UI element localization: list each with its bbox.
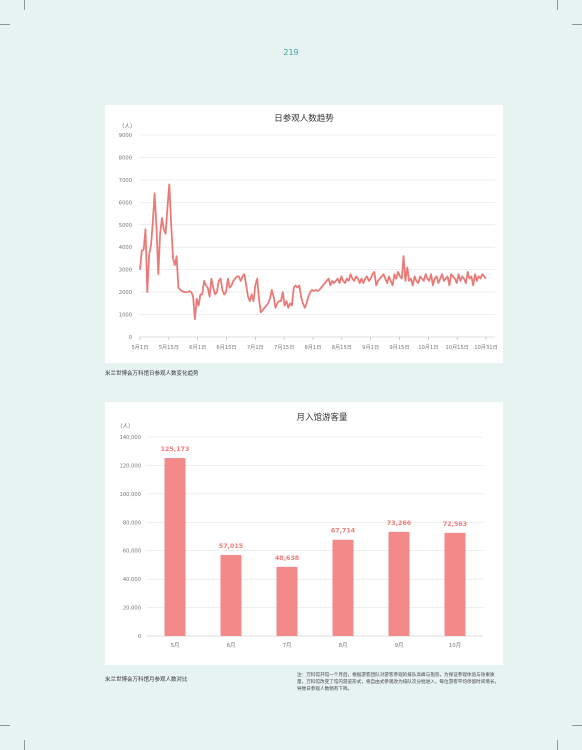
x-tick-label: 6月15日 [216,344,236,351]
y-tick-label: 20,000 [123,606,141,612]
x-tick-label: 5月1日 [132,344,149,351]
bar-value-label: 67,714 [331,528,356,535]
y-axis-label: （人） [117,423,134,430]
crop-mark [572,24,582,25]
bar-chart: 月入馆游客量 （人） 0 20,000 40,000 60,000 80,000 100,… [117,412,483,649]
x-tick-label: 8月1日 [305,344,322,351]
y-tick-label: 140,000 [120,435,141,441]
y-axis-label: （人） [119,123,136,130]
chart-title: 月入馆游客量 [296,412,348,423]
footnote: 注：万科馆开馆一个月后，根据游客团队对游客参观的排队高峰与抱怨，为保证参观体验与… [297,673,500,692]
bar [444,532,466,636]
line-chart: 日参观人数趋势 （人） 0 1000 2000 3000 4000 5000 6000 700… [119,113,498,351]
crop-mark [24,740,25,750]
x-tick-label: 8月 [339,642,348,649]
bar-value-label: 57,015 [219,543,243,550]
line-chart-card: 日参观人数趋势 （人） 0 1000 2000 3000 4000 5000 6000 700… [105,105,503,363]
y-tick-label: 80,000 [123,520,141,526]
y-tick-label: 6000 [119,200,132,206]
bar-value-label: 125,173 [161,446,190,453]
bar [332,539,354,636]
bar-chart-card: 月入馆游客量 （人） 0 20,000 40,000 60,000 80,000 100,… [105,402,503,665]
x-tick-label: 7月 [283,642,292,649]
y-tick-label: 8000 [119,155,132,161]
crop-mark [24,0,25,10]
y-tick-label: 0 [138,634,141,640]
chart-title: 日参观人数趋势 [274,113,334,124]
crop-mark [0,725,10,726]
crop-mark [557,0,558,10]
x-tick-label: 5月15日 [159,344,179,351]
bar [388,531,410,636]
crop-mark [557,740,558,750]
y-tick-label: 4000 [119,245,132,251]
bar-value-label: 73,266 [387,520,412,527]
y-tick-label: 40,000 [123,577,141,583]
x-tick-label: 7月1日 [247,344,264,351]
caption-bar-chart: 米兰世博会万科馆月参观人数对比 [105,677,188,683]
x-tick-label: 10月 [449,642,461,649]
x-tick-label: 6月1日 [189,344,206,351]
y-tick-label: 60,000 [123,549,141,555]
y-tick-label: 120,000 [120,463,141,469]
x-tick-label: 9月 [395,642,404,649]
bar-value-label: 72,563 [443,521,467,528]
x-tick-label: 10月31日 [474,344,498,351]
y-tick-label: 0 [129,335,132,341]
y-tick-label: 9000 [119,133,132,139]
y-tick-label: 100,000 [120,492,141,498]
series-line [139,183,487,320]
y-tick-label: 5000 [119,223,132,229]
crop-mark [0,24,10,25]
x-tick-label: 9月1日 [362,344,379,351]
x-tick-label: 5月 [171,642,180,649]
x-tick-label: 9月15日 [389,344,409,351]
y-tick-label: 7000 [119,178,132,184]
bar-value-label: 48,638 [275,555,299,562]
caption-line-chart: 米兰世博会万科馆日参观人数变化趋势 [105,371,199,377]
y-tick-label: 2000 [119,290,132,296]
x-tick-label: 10月15日 [445,344,469,351]
y-tick-label: 1000 [119,313,132,319]
x-tick-label: 10月1日 [418,344,438,351]
page-number: 219 [283,48,299,57]
bar [164,458,186,636]
x-tick-label: 6月 [227,642,236,649]
bar [220,554,242,636]
x-tick-label: 7月15日 [274,344,294,351]
x-tick-label: 8月15日 [332,344,352,351]
crop-mark [572,725,582,726]
bar [276,566,298,636]
y-tick-label: 3000 [119,268,132,274]
